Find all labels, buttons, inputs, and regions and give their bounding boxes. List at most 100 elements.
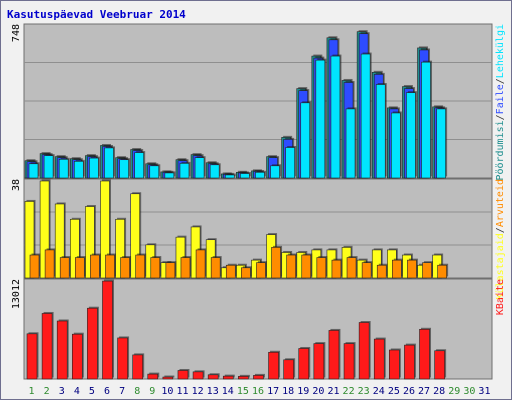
bar-külastajaid-day-7 [115, 218, 125, 279]
x-tick-label: 4 [74, 386, 80, 397]
bar-arvuteid-day-12 [195, 249, 206, 279]
bar-lehekülgi-day-19 [300, 102, 311, 179]
bottom-panel-max-label: 13012 [11, 279, 22, 309]
x-tick-label: 15 [237, 386, 249, 397]
legend-item: Pöördumisi [495, 120, 506, 180]
legend-item: Faile [495, 84, 506, 114]
bar-kbaite-day-22 [343, 343, 355, 380]
bar-lehekülgi-day-11 [179, 163, 190, 179]
x-tick-label: 1 [29, 386, 35, 397]
x-tick-label: 12 [192, 386, 204, 397]
bar-kbaite-day-9 [147, 373, 159, 380]
bar-kbaite-day-4 [71, 333, 83, 380]
bar-arvuteid-day-23 [361, 262, 372, 279]
bar-lehekülgi-day-27 [421, 61, 431, 179]
x-tick-label: 26 [403, 386, 415, 397]
x-tick-label: 5 [89, 386, 95, 397]
legend-item: / [495, 78, 506, 84]
bar-arvuteid-day-15 [241, 267, 251, 279]
middle-panel-max-label: 38 [11, 179, 22, 191]
bottom-panel: 13012 KBaite [11, 278, 506, 380]
x-tick-label: 21 [327, 386, 339, 397]
bar-lehekülgi-day-16 [255, 172, 265, 179]
bar-külastajaid-day-5 [85, 206, 95, 279]
x-tick-label: 6 [104, 386, 110, 397]
top-panel-legend: Pöördumisi/Faile/Lehekülgi [495, 24, 506, 181]
bar-lehekülgi-day-17 [270, 165, 280, 179]
bar-külastajaid-day-6 [100, 180, 110, 279]
bar-kbaite-day-28 [434, 350, 445, 380]
bar-arvuteid-day-8 [135, 254, 145, 279]
bar-kbaite-day-1 [26, 333, 38, 380]
bar-lehekülgi-day-21 [330, 55, 341, 179]
bar-kbaite-day-14 [222, 375, 234, 380]
x-tick-label: 11 [176, 386, 188, 397]
bar-arvuteid-day-19 [301, 254, 312, 279]
bar-arvuteid-day-28 [437, 264, 447, 279]
x-tick-label: 7 [119, 386, 125, 397]
x-tick-label: 13 [207, 386, 219, 397]
x-tick-label: 23 [358, 386, 370, 397]
bar-lehekülgi-day-18 [285, 147, 295, 179]
bar-arvuteid-day-25 [392, 259, 402, 279]
bar-lehekülgi-day-25 [391, 112, 401, 179]
bar-külastajaid-day-4 [69, 218, 80, 279]
bar-arvuteid-day-26 [407, 259, 417, 279]
legend-item: Külastajaid [495, 233, 506, 299]
bar-kbaite-day-11 [177, 370, 189, 380]
legend-item: / [495, 114, 506, 120]
x-tick-label: 24 [373, 386, 385, 397]
bar-arvuteid-day-7 [120, 257, 130, 279]
bar-kbaite-day-16 [253, 375, 264, 380]
bar-arvuteid-day-17 [271, 247, 281, 279]
bar-kbaite-day-27 [419, 328, 430, 380]
chart-title: Kasutuspäevad Veebruar 2014 [7, 8, 186, 21]
bar-kbaite-day-5 [87, 307, 98, 380]
x-axis-labels: 1 2 3 4 5 6 7 8 9 10 11 12 13 14 15 16 17 18 19 20 21 22 23 24 2… [29, 386, 491, 397]
x-tick-label: 10 [161, 386, 173, 397]
bar-arvuteid-day-10 [165, 262, 176, 279]
bar-kbaite-day-7 [117, 337, 128, 380]
bar-arvuteid-day-4 [74, 257, 85, 279]
bar-lehekülgi-day-22 [345, 108, 356, 179]
top-panel-bars [24, 30, 448, 179]
bar-lehekülgi-day-15 [240, 173, 250, 179]
middle-panel-legend: Külastajaid/Arvuteid [495, 179, 506, 299]
bar-arvuteid-day-3 [59, 257, 70, 279]
bar-arvuteid-day-27 [422, 262, 432, 279]
bar-arvuteid-day-14 [225, 264, 236, 279]
x-tick-label: 3 [59, 386, 65, 397]
bar-kbaite-day-12 [192, 371, 204, 380]
bar-kbaite-day-10 [162, 376, 174, 380]
bar-lehekülgi-day-23 [360, 53, 371, 179]
bar-kbaite-day-23 [358, 322, 370, 380]
x-tick-label: 25 [388, 386, 400, 397]
bar-kbaite-day-21 [328, 330, 340, 380]
top-panel: 748 Pöördumisi/Faile/Lehekülgi [11, 23, 506, 181]
bar-kbaite-day-15 [238, 376, 249, 380]
x-tick-label: 30 [463, 386, 475, 397]
middle-panel: 38 Külastajaid/Arvuteid [11, 178, 506, 299]
x-tick-label: 27 [418, 386, 430, 397]
bar-arvuteid-day-11 [180, 257, 191, 279]
bar-külastajaid-day-2 [39, 180, 50, 279]
bar-kbaite-day-2 [41, 313, 53, 380]
bar-kbaite-day-18 [283, 359, 294, 380]
bar-kbaite-day-17 [268, 351, 279, 380]
bar-külastajaid-day-8 [130, 193, 140, 279]
bar-shadow [164, 375, 175, 378]
bar-lehekülgi-day-8 [134, 152, 144, 179]
bar-arvuteid-day-22 [346, 257, 357, 279]
x-tick-label: 19 [297, 386, 309, 397]
bar-lehekülgi-day-24 [375, 84, 386, 179]
bar-kbaite-day-13 [207, 374, 219, 380]
bar-lehekülgi-day-2 [43, 155, 54, 179]
bar-kbaite-day-3 [56, 320, 68, 380]
bar-arvuteid-day-20 [316, 257, 327, 279]
bar-arvuteid-day-24 [376, 264, 387, 279]
bar-kbaite-day-24 [373, 338, 385, 380]
bar-kbaite-day-8 [132, 354, 143, 380]
bar-lehekülgi-day-1 [28, 163, 39, 179]
bar-kbaite-day-26 [404, 344, 415, 380]
